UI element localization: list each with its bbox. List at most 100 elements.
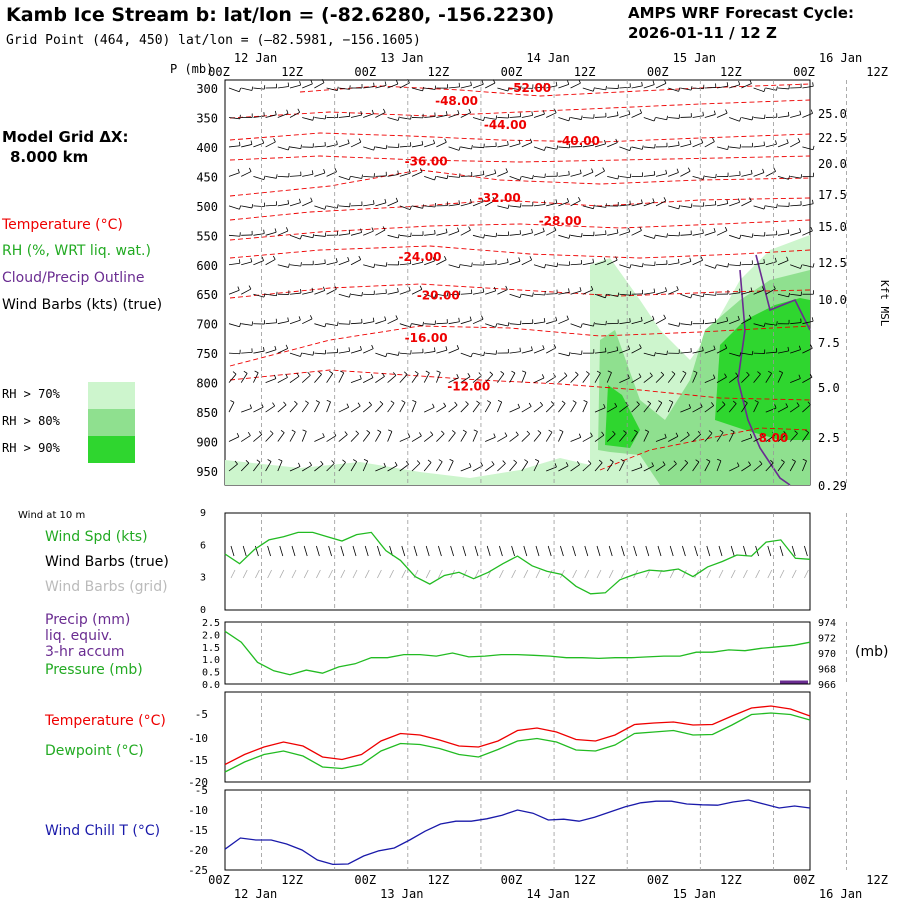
wind-barb (765, 435, 776, 442)
wind-barb (802, 404, 811, 413)
wind-barb (741, 234, 753, 238)
wind-barb-flag (555, 316, 558, 321)
wind-barb-flag (556, 262, 559, 267)
kft-tick-label: 15.0 (818, 220, 847, 234)
wind-barb-flag (616, 111, 619, 116)
wind-barb-flag (751, 350, 754, 355)
wind-barb-flag (675, 432, 679, 437)
wind-barb-flag (492, 79, 496, 84)
sfc-wind-barb-grid (255, 569, 260, 579)
wind-barb-flag (310, 197, 313, 202)
wind-barb-flag (763, 87, 766, 92)
sfc-wind-barb-grid (474, 569, 480, 579)
wind-barb-flag (811, 317, 814, 322)
wind-barb-flag (759, 460, 763, 465)
wind-barb-flag (588, 460, 592, 464)
wind-barb (692, 115, 704, 118)
sfc-wind-barb-true (682, 545, 686, 557)
wind-barb (533, 86, 545, 89)
wind-barb-flag (377, 429, 382, 433)
wind-barb (704, 141, 715, 148)
bottom-time-label: 00Z (354, 873, 376, 887)
kft-tick-label: 7.5 (818, 336, 840, 350)
wind-barb (765, 234, 777, 236)
bottom-time-label: 00Z (647, 873, 669, 887)
wind-barb (509, 323, 521, 326)
wind-barb-flag (602, 167, 605, 172)
wind-barb (753, 402, 759, 413)
wind-barb (558, 117, 569, 122)
legend-precip: Precip (mm) (45, 612, 131, 628)
precip-axis-tick: 0.5 (202, 668, 220, 679)
wind-barb (289, 292, 301, 295)
wind-axis-tick: 3 (200, 573, 206, 584)
wind-barb (509, 407, 520, 413)
wind-barb-flag (481, 197, 484, 202)
wind-barb (326, 261, 338, 266)
wind-barb (728, 375, 739, 383)
wind-barb (631, 264, 643, 268)
wind-barb-flag (518, 139, 521, 144)
wind-barb-flag (706, 459, 711, 462)
wind-barb-flag (678, 87, 681, 92)
wind-barb (302, 318, 313, 325)
wind-barb (228, 117, 240, 120)
wind-barb-flag (773, 167, 776, 172)
wind-barb-flag (300, 144, 302, 149)
wind-barb-flag (640, 463, 643, 468)
wind-barb-flag (722, 401, 726, 405)
kft-tick-label: 25.0 (818, 107, 847, 121)
sfc-wind-barb-grid (303, 569, 309, 579)
wind-barb (704, 264, 716, 269)
wind-barb-flag (636, 401, 640, 405)
sfc-wind-barb-true (340, 545, 345, 557)
wind-barb-flag (641, 81, 643, 86)
pressure-unit: (mb) (855, 644, 889, 660)
wind-barb (790, 378, 801, 383)
wind-barb (338, 233, 350, 236)
wind-barb (338, 87, 350, 90)
wind-barb (741, 200, 752, 207)
wind-barb (289, 403, 298, 413)
wind-barb (729, 264, 741, 267)
sfc-wind-barb-grid (682, 569, 687, 579)
wind-barb-flag (641, 199, 643, 204)
wind-barb (546, 146, 558, 150)
wind-barb (314, 145, 326, 148)
legend-rh90: RH > 90% (2, 441, 60, 455)
sfc-wind-barb-grid (608, 569, 614, 579)
wind-barb-flag (502, 460, 506, 464)
wind-barb (680, 261, 692, 266)
wind-barb-flag (482, 288, 485, 293)
wind-barb (314, 374, 322, 383)
wind-barb (411, 261, 423, 266)
wind-barb (680, 143, 692, 148)
wind-barb-flag (542, 110, 545, 115)
wind-barb (643, 319, 655, 325)
wind-barb-flag (724, 226, 728, 231)
wind-barb (594, 205, 606, 208)
wind-barb-flag (799, 228, 802, 233)
wind-barb (790, 141, 801, 148)
wind-barb-flag (739, 352, 742, 357)
wind-barb-flag (809, 373, 813, 378)
sfc-wind-barb-true (730, 545, 735, 557)
wind-barb-flag (592, 87, 595, 92)
wind-barb-flag (355, 430, 359, 434)
wind-barb-flag (590, 285, 594, 290)
wind-barb-flag (359, 374, 362, 379)
wind-barb-flag (715, 173, 717, 178)
wind-barb (399, 464, 409, 472)
wind-barb (387, 146, 399, 148)
rh90-swatch (88, 436, 135, 463)
wind-barb-flag (690, 203, 693, 208)
wind-barb (350, 322, 363, 325)
wind-barb-flag (419, 285, 423, 290)
wind-barb (643, 375, 653, 383)
wind-barb-flag (652, 315, 655, 320)
wind-barb-flag (234, 460, 238, 465)
wind-barb (338, 205, 350, 208)
wind-barb (289, 84, 301, 89)
wind-barb (326, 373, 334, 383)
sfc-wind-barb-true (474, 545, 479, 557)
